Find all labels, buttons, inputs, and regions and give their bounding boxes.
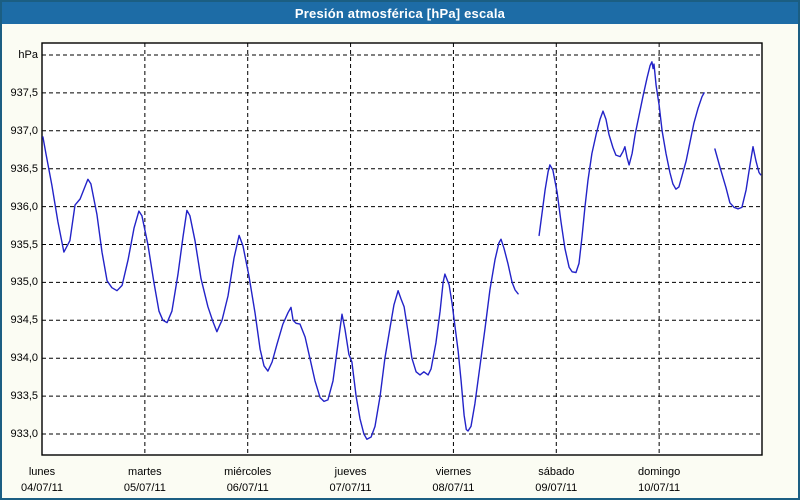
day-name: lunes xyxy=(28,466,56,478)
y-tick-label-934.0: 934,0 xyxy=(10,352,38,365)
day-name: martes xyxy=(128,466,162,478)
day-date: 04/07/11 xyxy=(20,482,63,494)
y-tick-label-936.0: 936,0 xyxy=(10,200,38,213)
pressure-line-segment-2 xyxy=(538,61,705,274)
day-name: sábado xyxy=(538,466,575,478)
y-tick-label-937.0: 937,0 xyxy=(10,124,38,137)
day-date: 07/07/11 xyxy=(329,482,372,494)
day-date: 06/07/11 xyxy=(226,482,269,494)
x-tick-label-miércoles: miércoles 06/07/11 xyxy=(200,466,296,495)
day-name: domingo xyxy=(638,466,681,478)
day-date: 10/07/11 xyxy=(638,482,681,494)
day-date: 05/07/11 xyxy=(123,482,166,494)
day-date: 09/07/11 xyxy=(535,482,578,494)
x-tick-label-domingo: domingo 10/07/11 xyxy=(611,466,707,495)
x-tick-label-sábado: sábado 09/07/11 xyxy=(508,466,604,495)
day-name: viernes xyxy=(435,466,472,478)
y-tick-label-934.5: 934,5 xyxy=(10,314,38,327)
y-tick-label-935.5: 935,5 xyxy=(10,238,38,251)
day-name: miércoles xyxy=(224,466,272,478)
pressure-line-segment-1 xyxy=(42,136,519,440)
y-tick-label-933.5: 933,5 xyxy=(10,390,38,403)
y-tick-label-937.5: 937,5 xyxy=(10,86,38,99)
x-tick-label-viernes: viernes 08/07/11 xyxy=(405,466,501,495)
x-tick-label-lunes: lunes 04/07/11 xyxy=(2,466,90,495)
y-axis-unit-label: hPa xyxy=(18,49,38,61)
y-tick-label-936.5: 936,5 xyxy=(10,162,38,175)
pressure-line-segment-3 xyxy=(714,145,762,210)
chart-title: Presión atmosférica [hPa] escala xyxy=(294,5,506,21)
plot-area xyxy=(41,42,763,456)
y-tick-label-933.0: 933,0 xyxy=(10,428,38,440)
day-date: 08/07/11 xyxy=(432,482,475,494)
y-tick-label-935.0: 935,0 xyxy=(10,276,38,289)
day-name: jueves xyxy=(334,466,367,478)
x-tick-label-martes: martes 05/07/11 xyxy=(97,466,193,495)
x-tick-label-jueves: jueves 07/07/11 xyxy=(303,466,399,495)
chart-title-bar: Presión atmosférica [hPa] escala xyxy=(2,2,798,24)
